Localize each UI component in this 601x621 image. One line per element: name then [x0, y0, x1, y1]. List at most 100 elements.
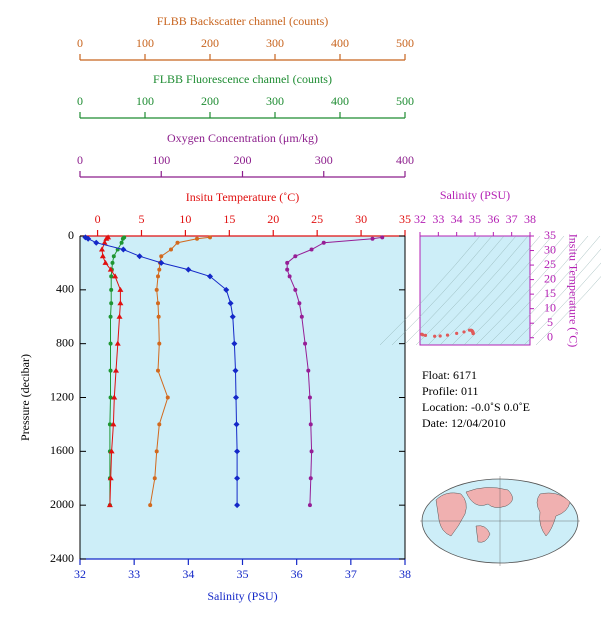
profile-point — [169, 247, 173, 252]
profile-point — [110, 260, 115, 265]
x-tick-label: 20 — [267, 212, 279, 226]
density-contour — [403, 235, 505, 346]
x-tick-label: 400 — [331, 36, 349, 50]
profile-point — [109, 274, 114, 279]
profile-point — [108, 341, 113, 346]
profile-point — [234, 448, 241, 455]
profile-point — [159, 254, 164, 259]
x-tick-label: 200 — [234, 153, 252, 167]
x-tick-label: 37 — [345, 567, 357, 581]
density-contour — [535, 276, 601, 346]
x-tick-label: 300 — [266, 36, 284, 50]
profile-point — [293, 254, 298, 259]
y-tick-label: 2000 — [50, 497, 74, 511]
float-info: Location: -0.0˚S 0.0˚E — [422, 400, 530, 414]
float-info: Date: 12/04/2010 — [422, 416, 506, 430]
profile-point — [232, 367, 239, 374]
profile-point — [285, 267, 290, 272]
x-tick-label: 35 — [399, 212, 411, 226]
x-tick-label: 34 — [451, 212, 463, 226]
profile-point — [165, 395, 170, 400]
profile-point — [297, 301, 302, 306]
x-axis-title: Oxygen Concentration (μm/kg) — [167, 131, 318, 145]
profile-point — [117, 300, 124, 306]
x-tick-label: 0 — [77, 94, 83, 108]
profile-point — [223, 286, 230, 293]
density-contour — [439, 235, 541, 346]
y-tick-label: 15 — [544, 286, 556, 300]
ts-point — [433, 334, 437, 338]
profile-point — [285, 260, 290, 265]
density-contour — [415, 235, 517, 346]
profile-point — [157, 422, 162, 427]
profile-point — [116, 313, 123, 319]
profile-point — [308, 422, 313, 427]
density-contour — [511, 248, 601, 346]
profile-point — [114, 340, 121, 346]
profile-point — [156, 274, 160, 279]
profile-point — [108, 314, 113, 319]
density-contour — [391, 235, 493, 346]
profile-point — [111, 254, 116, 259]
density-contour — [451, 235, 553, 346]
ts-point — [462, 330, 466, 334]
y-tick-label: 2400 — [50, 551, 74, 565]
ts-point — [421, 333, 425, 337]
density-contour — [379, 235, 481, 346]
x-tick-label: 400 — [396, 153, 414, 167]
profile-point — [109, 301, 114, 306]
inset-title: Salinity (PSU) — [440, 188, 510, 202]
x-axis-title: FLBB Backscatter channel (counts) — [157, 14, 329, 28]
profile-point — [175, 240, 180, 245]
profile-point — [156, 368, 160, 373]
density-contour — [463, 235, 565, 346]
x-tick-label: 34 — [182, 567, 194, 581]
profile-point — [85, 235, 92, 242]
x-tick-label: 10 — [179, 212, 191, 226]
profile-point — [113, 367, 120, 373]
x-tick-label: 200 — [201, 36, 219, 50]
profile-point — [380, 235, 385, 240]
ts-point — [438, 334, 442, 338]
y-tick-label: 10 — [544, 300, 556, 314]
profile-point — [299, 314, 304, 319]
density-contour — [427, 235, 529, 346]
float-info: Float: 6171 — [422, 368, 477, 382]
y-tick-label: 0 — [68, 228, 74, 242]
x-tick-label: 25 — [311, 212, 323, 226]
profile-point — [109, 287, 114, 292]
profile-point — [119, 240, 124, 245]
y-tick-label: 25 — [544, 257, 556, 271]
profile-point — [157, 267, 162, 272]
y-tick-label: 35 — [544, 228, 556, 242]
world-map — [420, 476, 580, 566]
profile-point — [185, 266, 192, 273]
x-tick-label: 38 — [399, 567, 411, 581]
x-tick-label: 33 — [128, 567, 140, 581]
profile-point — [234, 502, 241, 509]
profile-point — [158, 259, 165, 266]
x-tick-label: 33 — [432, 212, 444, 226]
profile-point — [229, 313, 236, 320]
x-tick-label: 500 — [396, 94, 414, 108]
x-tick-label: 37 — [506, 212, 518, 226]
profile-point — [107, 475, 114, 481]
density-contour — [475, 235, 577, 346]
profile-point — [102, 259, 109, 265]
profile-point — [227, 300, 234, 307]
profile-line — [85, 236, 238, 506]
ts-point — [423, 333, 428, 338]
profile-point — [99, 253, 106, 259]
profile-point — [321, 240, 326, 245]
x-tick-label: 35 — [469, 212, 481, 226]
profile-point — [309, 247, 314, 252]
ts-point — [455, 331, 459, 335]
y-tick-label: 30 — [544, 242, 556, 256]
x-tick-label: 300 — [266, 94, 284, 108]
profile-point — [208, 235, 212, 240]
profile-point — [112, 273, 119, 279]
density-contour — [487, 235, 589, 346]
x-tick-label: 5 — [138, 212, 144, 226]
profile-point — [306, 368, 311, 373]
